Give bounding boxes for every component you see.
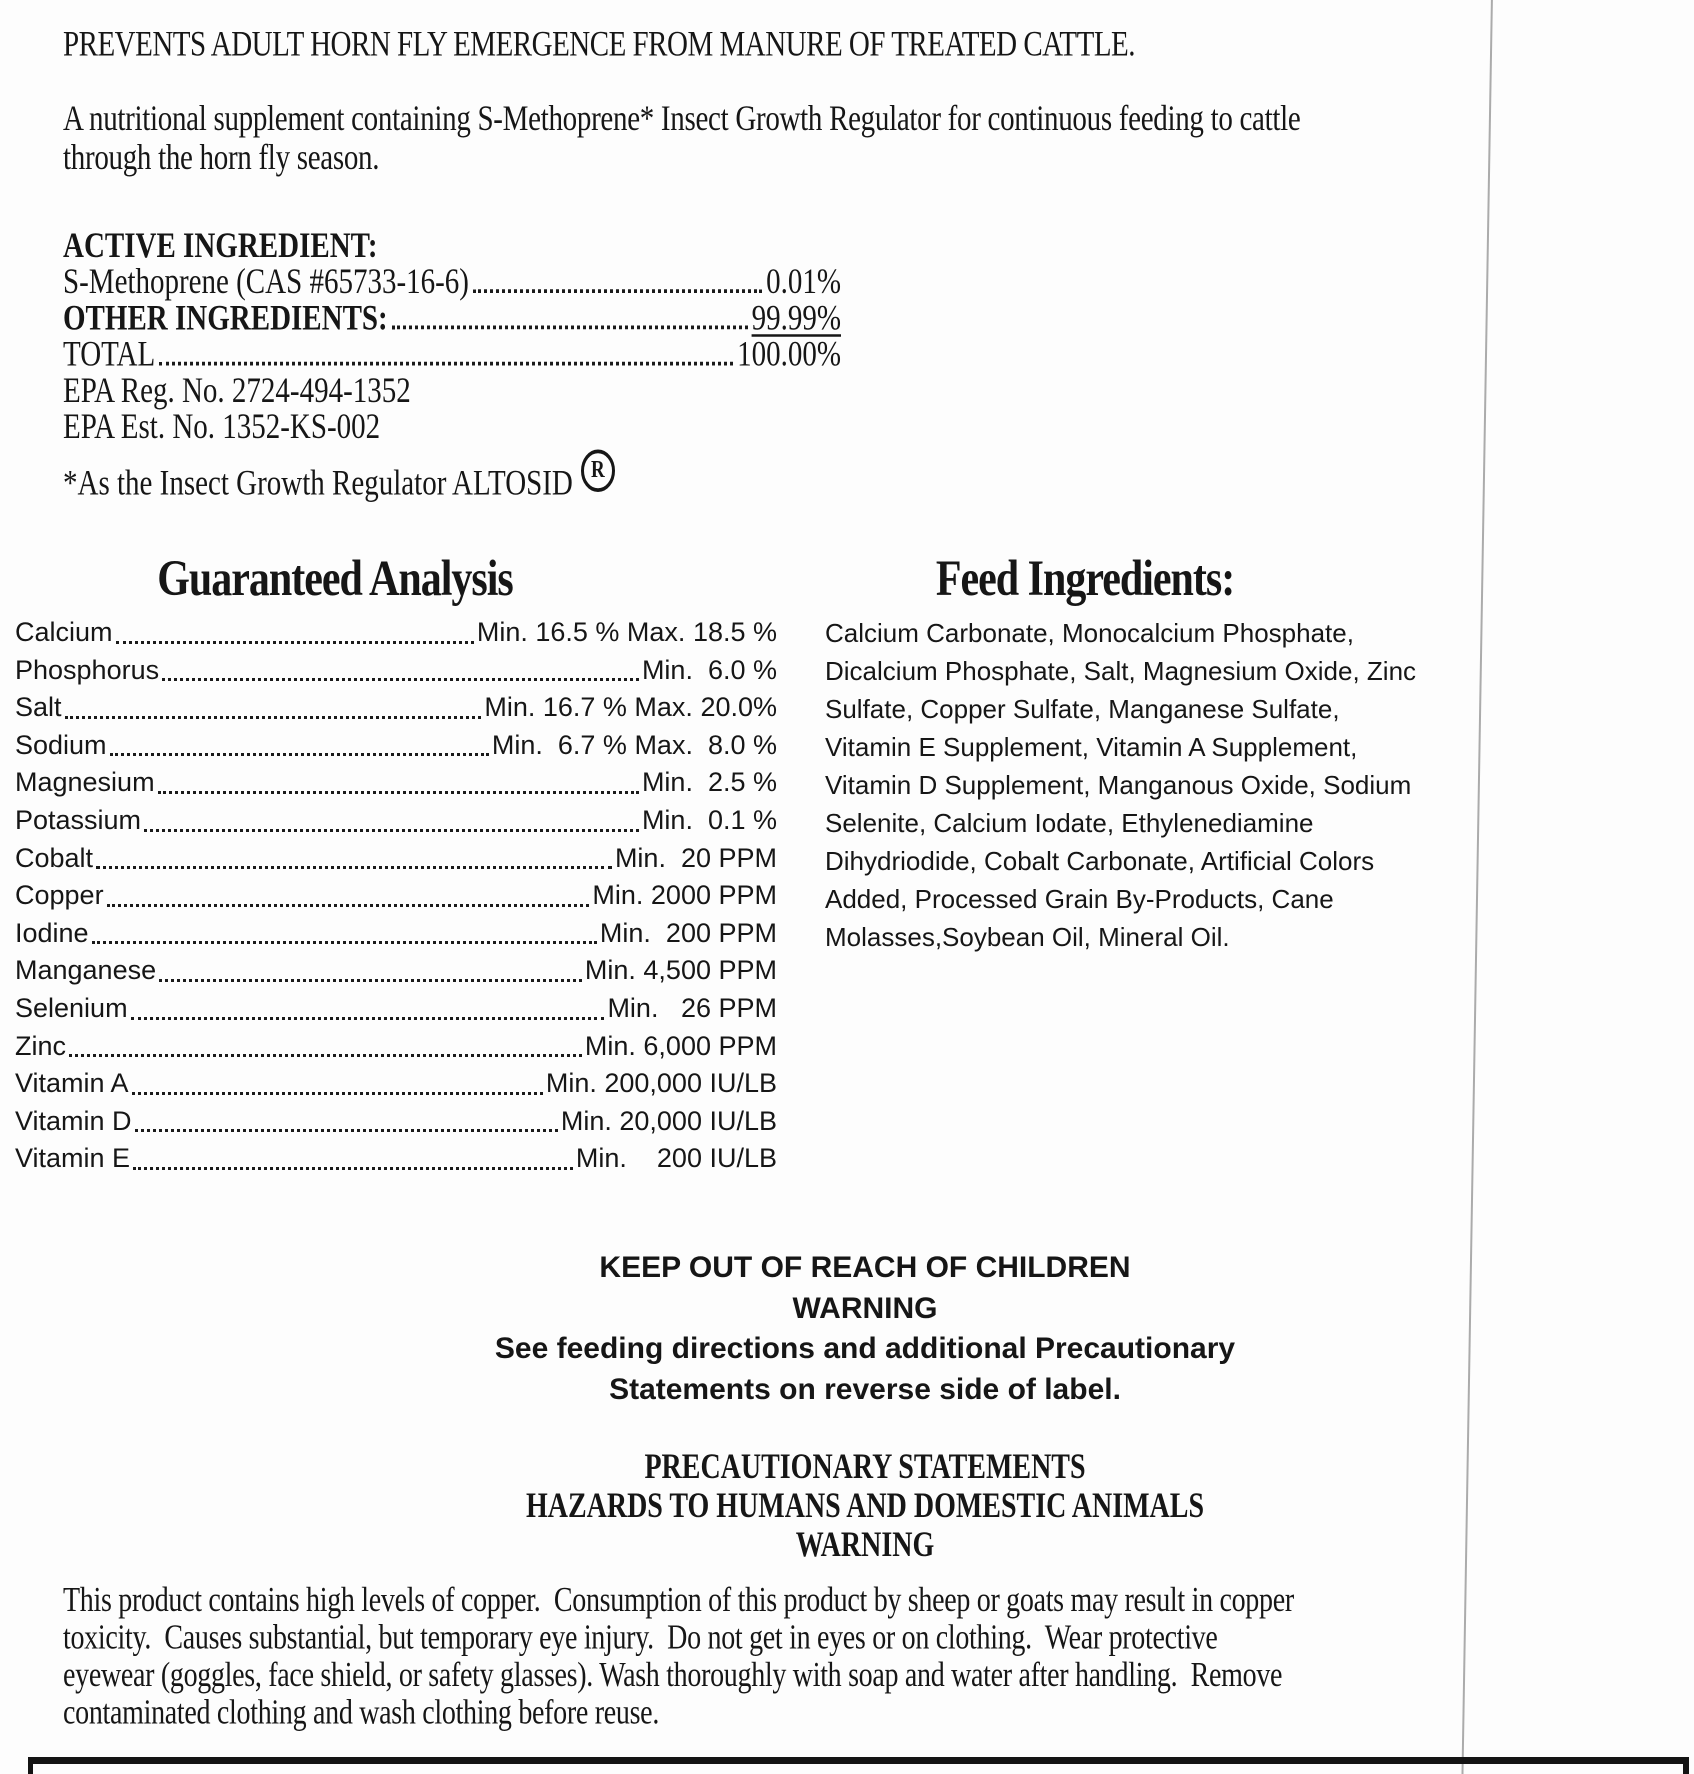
analysis-label: Cobalt (15, 842, 94, 873)
dot-leader (109, 753, 489, 757)
ingredient-value: 0.01% (766, 261, 841, 302)
dot-leader (134, 1129, 558, 1133)
dot-leader (115, 640, 474, 644)
analysis-value: Min. 4,500 PPM (584, 955, 777, 986)
analysis-value: Min. 200 IU/LB (575, 1143, 777, 1174)
analysis-label: Magnesium (15, 767, 155, 798)
guaranteed-analysis-table: Calcium Min. 16.5 % Max. 18.5 % Phosphor… (15, 614, 777, 1178)
igr-footnote-text: *As the Insect Growth Regulator ALTOSID (63, 463, 573, 504)
analysis-label: Sodium (15, 729, 107, 760)
dot-leader (159, 361, 734, 366)
analysis-row: Vitamin D Min. 20,000 IU/LB (15, 1103, 777, 1141)
analysis-row: Copper Min. 2000 PPM (15, 877, 777, 915)
analysis-row: Magnesium Min. 2.5 % (15, 764, 777, 802)
analysis-value: Min. 16.5 % Max. 18.5 % (476, 617, 777, 647)
dot-leader (131, 1091, 543, 1095)
analysis-label: Salt (15, 692, 62, 723)
dot-leader (130, 1016, 605, 1020)
dot-leader (133, 1166, 573, 1170)
feed-ingredients-section: Feed Ingredients: Calcium Carbonate, Mon… (825, 552, 1485, 956)
analysis-row: Potassium Min. 0.1 % (15, 802, 777, 840)
igr-footnote: *As the Insect Growth Regulator ALTOSID R (63, 449, 963, 510)
ingredient-label: OTHER INGREDIENTS: (63, 298, 388, 338)
hazard-paragraph: This product contains high levels of cop… (63, 1580, 1294, 1732)
analysis-value: Min. 20,000 IU/LB (560, 1105, 777, 1136)
dot-leader (391, 325, 748, 330)
analysis-label: Zinc (15, 1030, 67, 1061)
analysis-label: Selenium (15, 992, 128, 1023)
analysis-row: Cobalt Min. 20 PPM (15, 840, 777, 878)
analysis-label: Potassium (15, 804, 142, 835)
analysis-value: Min. 0.1 % (641, 804, 777, 835)
analysis-label: Calcium (15, 617, 113, 647)
ingredient-value: 99.99% (751, 298, 841, 338)
feed-ingredients-heading: Feed Ingredients: (935, 552, 1235, 608)
dot-leader (69, 1054, 582, 1058)
ingredient-row: S-Methoprene (CAS #65733-16-6) 0.01% (63, 264, 841, 300)
guaranteed-analysis-heading: Guaranteed Analysis (157, 552, 514, 608)
ingredient-row: TOTAL 100.00% (63, 334, 841, 375)
feed-ingredients-list: Calcium Carbonate, Monocalcium Phosphate… (825, 618, 1417, 952)
analysis-row: Manganese Min. 4,500 PPM (15, 952, 777, 990)
epa-reg-line: EPA Reg. No. 2724-494-1352 (63, 370, 411, 411)
analysis-row: Vitamin A Min. 200,000 IU/LB (15, 1065, 777, 1103)
analysis-value: Min. 200,000 IU/LB (545, 1068, 777, 1099)
child-warning-block: KEEP OUT OF REACH OF CHILDREN WARNING Se… (494, 1251, 1236, 1406)
analysis-value: Min. 200 PPM (599, 917, 777, 948)
analysis-value: Min. 20 PPM (614, 842, 777, 873)
analysis-row: Selenium Min. 26 PPM (15, 990, 777, 1028)
epa-est-line: EPA Est. No. 1352-KS-002 (63, 406, 381, 447)
analysis-label: Copper (15, 880, 104, 911)
analysis-label: Iodine (15, 917, 89, 948)
analysis-value: Min. 6,000 PPM (584, 1030, 777, 1061)
active-ingredient-section: ACTIVE INGREDIENT: S-Methoprene (CAS #65… (63, 225, 841, 447)
ingredient-row: OTHER INGREDIENTS: 99.99% (63, 298, 841, 338)
analysis-value: Min. 6.7 % Max. 8.0 % (491, 729, 777, 760)
dot-leader (96, 866, 612, 870)
registered-mark-icon: R (580, 449, 615, 492)
analysis-row: Zinc Min. 6,000 PPM (15, 1028, 777, 1066)
dot-leader (159, 978, 582, 982)
guaranteed-analysis-section: Guaranteed Analysis Calcium Min. 16.5 % … (15, 552, 777, 1178)
product-claim-title: PREVENTS ADULT HORN FLY EMERGENCE FROM M… (63, 24, 1136, 64)
product-description: A nutritional supplement containing S-Me… (63, 98, 1301, 177)
ingredient-value: 100.00% (737, 334, 841, 375)
label-box-edge (28, 1757, 1689, 1774)
active-ingredient-heading: ACTIVE INGREDIENT: (63, 225, 378, 266)
dot-leader (91, 941, 597, 945)
analysis-row: Salt Min. 16.7 % Max. 20.0% (15, 689, 777, 727)
dot-leader (157, 790, 639, 794)
dot-leader (162, 678, 639, 682)
analysis-row: Phosphorus Min. 6.0 % (15, 652, 777, 690)
dot-leader (144, 828, 639, 832)
analysis-row: Vitamin E Min. 200 IU/LB (15, 1140, 777, 1178)
analysis-value: Min. 26 PPM (607, 992, 777, 1023)
dot-leader (106, 903, 590, 907)
analysis-row: Iodine Min. 200 PPM (15, 915, 777, 953)
analysis-value: Min. 16.7 % Max. 20.0% (484, 692, 777, 723)
analysis-label: Vitamin D (15, 1105, 132, 1136)
analysis-label: Manganese (15, 955, 157, 986)
ingredient-label: S-Methoprene (CAS #65733-16-6) (63, 261, 469, 302)
precautionary-block: PRECAUTIONARY STATEMENTS HAZARDS TO HUMA… (525, 1446, 1205, 1565)
dot-leader (64, 715, 482, 719)
analysis-value: Min. 2000 PPM (592, 880, 777, 911)
ingredient-label: TOTAL (63, 334, 156, 375)
analysis-label: Vitamin A (15, 1068, 129, 1099)
analysis-label: Vitamin E (15, 1143, 131, 1174)
dot-leader (472, 289, 763, 293)
analysis-value: Min. 2.5 % (641, 767, 777, 798)
analysis-row: Sodium Min. 6.7 % Max. 8.0 % (15, 727, 777, 765)
analysis-row: Calcium Min. 16.5 % Max. 18.5 % (15, 614, 777, 652)
analysis-label: Phosphorus (15, 654, 160, 685)
analysis-value: Min. 6.0 % (641, 654, 777, 685)
